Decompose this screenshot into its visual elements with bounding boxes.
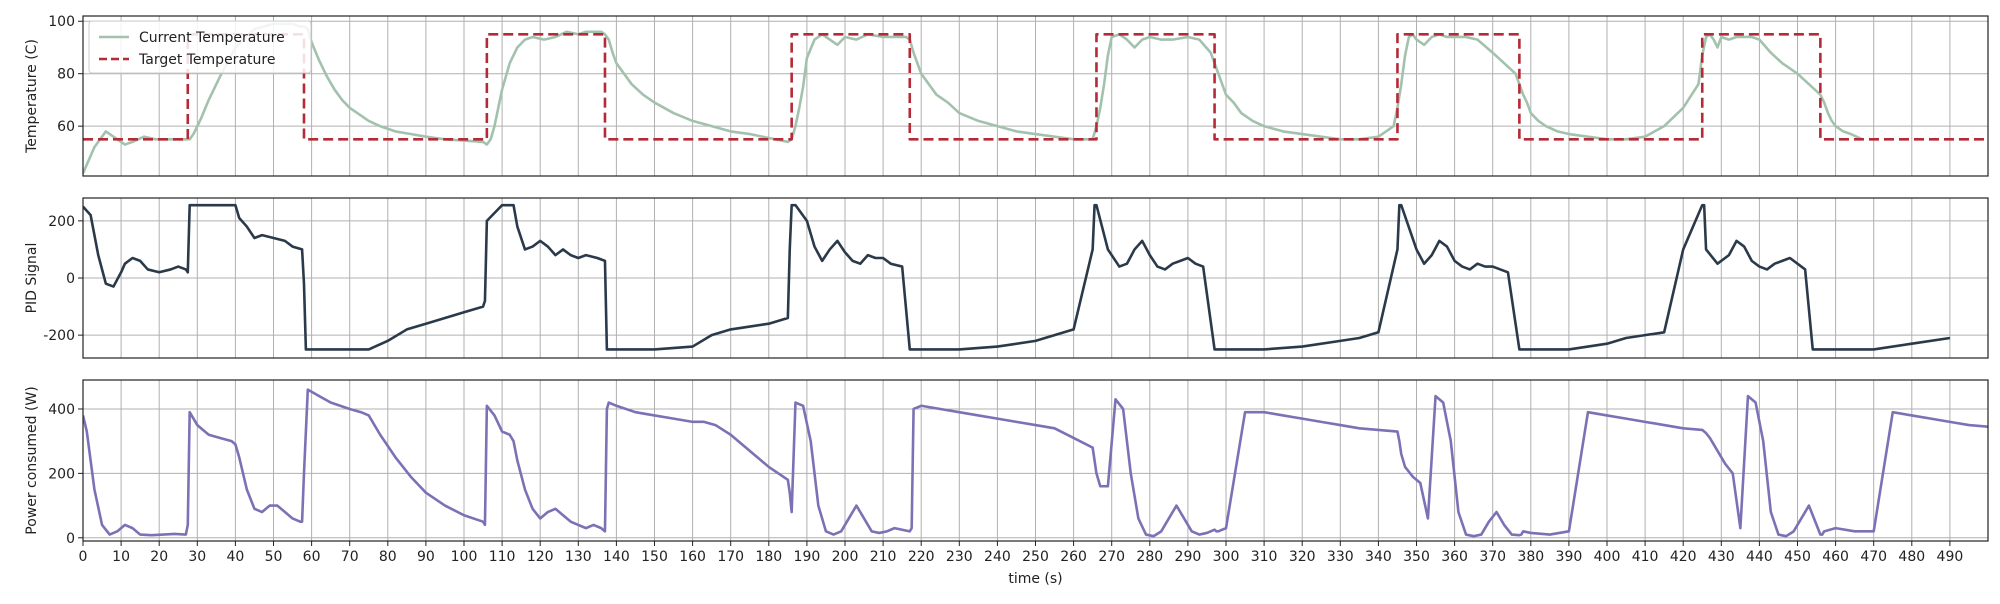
y-tick-label: 80 [57,67,75,83]
x-tick-label: 290 [1175,549,1202,565]
x-tick-label: 210 [870,549,897,565]
x-tick-label: 70 [341,549,359,565]
x-tick-label: 90 [417,549,435,565]
x-tick-label: 280 [1136,549,1163,565]
x-tick-label: 190 [794,549,821,565]
x-tick-label: 80 [379,549,397,565]
x-tick-label: 20 [150,549,168,565]
x-tick-label: 30 [188,549,206,565]
x-tick-label: 60 [303,549,321,565]
x-tick-label: 340 [1365,549,1392,565]
x-tick-label: 400 [1594,549,1621,565]
x-tick-label: 360 [1441,549,1468,565]
series-line-3-1 [83,388,1988,538]
panel-1: 60 80 100 Temperature (C) Current Temperatur… [24,14,1989,177]
x-tick-label: 480 [1898,549,1925,565]
x-tick-label: 0 [79,549,88,565]
series-line-target-temperature [83,33,1988,141]
y-tick-label: 200 [48,214,75,230]
x-tick-label: 370 [1479,549,1506,565]
y-tick-label: 0 [66,271,75,287]
x-tick-label: 240 [984,549,1011,565]
y-tick-label: 60 [57,119,75,135]
x-tick-label: 10 [112,549,130,565]
y-tick-label: 0 [66,531,75,547]
legend-label: Current Temperature [139,30,285,46]
y-axis-title: PID Signal [24,243,40,314]
x-tick-label: 380 [1517,549,1544,565]
x-tick-label: 420 [1670,549,1697,565]
series-line-current-temperature [83,22,1863,174]
plot-frame [82,15,1989,177]
x-tick-label: 180 [755,549,782,565]
panel-3: 0 200 400 Power consumed (W) 0 10 20 30 40 50 60 70… [24,379,1989,587]
x-tick-label: 120 [527,549,554,565]
x-tick-label: 170 [717,549,744,565]
legend: Current Temperature Target Temperature [88,20,312,74]
x-tick-label: 300 [1213,549,1240,565]
grid-lines [82,198,1988,358]
y-tick-label: 200 [48,466,75,482]
grid-lines [82,380,1988,541]
y-tick-label: 100 [48,14,75,30]
x-tick-label: 430 [1708,549,1735,565]
series-line-2-1 [83,203,1951,351]
legend-label: Target Temperature [138,52,275,68]
y-tick-label: -200 [43,328,75,344]
x-tick-label: 310 [1251,549,1278,565]
y-axis-title: Temperature (C) [24,39,40,154]
panel-2: -200 0 200 PID Signal [24,197,1989,359]
x-tick-label: 200 [832,549,859,565]
y-tick-label: 400 [48,402,75,418]
x-tick-label: 110 [489,549,516,565]
x-tick-label: 440 [1746,549,1773,565]
x-tick-label: 270 [1098,549,1125,565]
x-tick-label: 490 [1937,549,1964,565]
x-tick-label: 330 [1327,549,1354,565]
x-tick-label: 150 [641,549,668,565]
x-tick-label: 410 [1632,549,1659,565]
y-axis-title: Power consumed (W) [24,386,40,534]
x-axis-title: time (s) [1008,571,1062,587]
x-tick-label: 140 [603,549,630,565]
x-tick-label: 390 [1556,549,1583,565]
x-tick-label: 350 [1403,549,1430,565]
x-tick-label: 260 [1060,549,1087,565]
x-tick-label: 230 [946,549,973,565]
x-tick-label: 40 [226,549,244,565]
x-tick-label: 220 [908,549,935,565]
x-tick-label: 450 [1784,549,1811,565]
x-tick-label: 470 [1860,549,1887,565]
x-tick-label: 160 [679,549,706,565]
x-tick-label: 320 [1289,549,1316,565]
x-tick-label: 130 [565,549,592,565]
x-tick-label: 50 [265,549,283,565]
x-tick-label: 100 [451,549,478,565]
x-tick-label: 460 [1822,549,1849,565]
x-tick-label: 250 [1022,549,1049,565]
legend-box [88,20,312,74]
